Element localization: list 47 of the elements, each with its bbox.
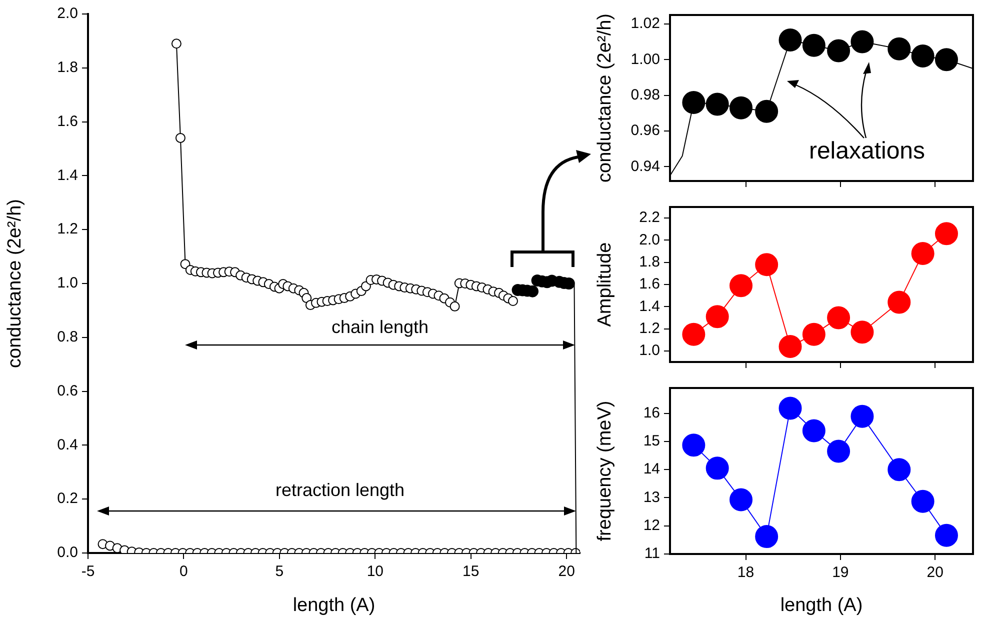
- y-tick-label: 14: [643, 460, 660, 478]
- y-tick-label: 1.0: [639, 342, 660, 360]
- y-tick-label: 1.8: [639, 254, 660, 270]
- y-tick-label: 2.2: [639, 209, 660, 226]
- y-tick-label: 1.6: [57, 112, 78, 130]
- y-tick-label: 13: [643, 488, 660, 506]
- x-tick-label: -5: [81, 563, 95, 580]
- y-tick-label: 0.4: [57, 436, 78, 454]
- annotation: chain length: [331, 316, 429, 337]
- y-tick-label: 0.96: [630, 122, 660, 140]
- y-axis-title: Amplitude: [594, 242, 616, 327]
- y-tick-label: 1.02: [630, 15, 660, 32]
- y-tick-label: 16: [643, 404, 660, 422]
- x-tick-label: 20: [926, 564, 944, 582]
- x-tick-label: 10: [366, 563, 384, 580]
- y-tick-label: 2.0: [639, 231, 660, 248]
- y-tick-label: 1.2: [639, 320, 660, 337]
- y-tick-label: 0.8: [57, 328, 78, 346]
- x-tick-label: 20: [558, 563, 575, 580]
- y-axis-title: conductance (2e²/h): [4, 199, 26, 368]
- y-tick-label: 2.0: [57, 5, 78, 22]
- annotation: relaxations: [808, 138, 926, 165]
- y-tick-label: 0.98: [630, 86, 660, 104]
- annotation: retraction length: [275, 480, 405, 500]
- x-axis-title: length (A): [292, 594, 376, 616]
- y-tick-label: 0.94: [630, 158, 660, 175]
- x-tick-label: 15: [462, 563, 480, 580]
- x-tick-label: 19: [832, 564, 849, 582]
- y-tick-label: 1.8: [57, 59, 78, 76]
- y-tick-label: 1.0: [57, 274, 78, 292]
- y-tick-label: 15: [643, 432, 660, 450]
- y-tick-label: 11: [644, 545, 660, 562]
- y-tick-label: 0.6: [57, 382, 78, 400]
- y-tick-label: 1.6: [639, 276, 660, 293]
- y-axis-title: frequency (meV): [594, 400, 616, 542]
- x-tick-label: 5: [275, 563, 284, 580]
- y-axis-title: conductance (2e²/h): [594, 14, 616, 182]
- y-tick-label: 1.4: [639, 298, 660, 315]
- x-tick-label: 0: [180, 563, 188, 580]
- y-tick-label: 1.4: [57, 166, 78, 184]
- y-tick-label: 0.0: [57, 544, 78, 562]
- x-axis-title: length (A): [780, 594, 863, 616]
- y-tick-label: 1.2: [57, 220, 78, 238]
- y-tick-label: 1.00: [630, 50, 660, 68]
- y-tick-label: 12: [643, 517, 660, 534]
- x-tick-label: 18: [737, 564, 754, 582]
- y-tick-label: 0.2: [57, 490, 78, 508]
